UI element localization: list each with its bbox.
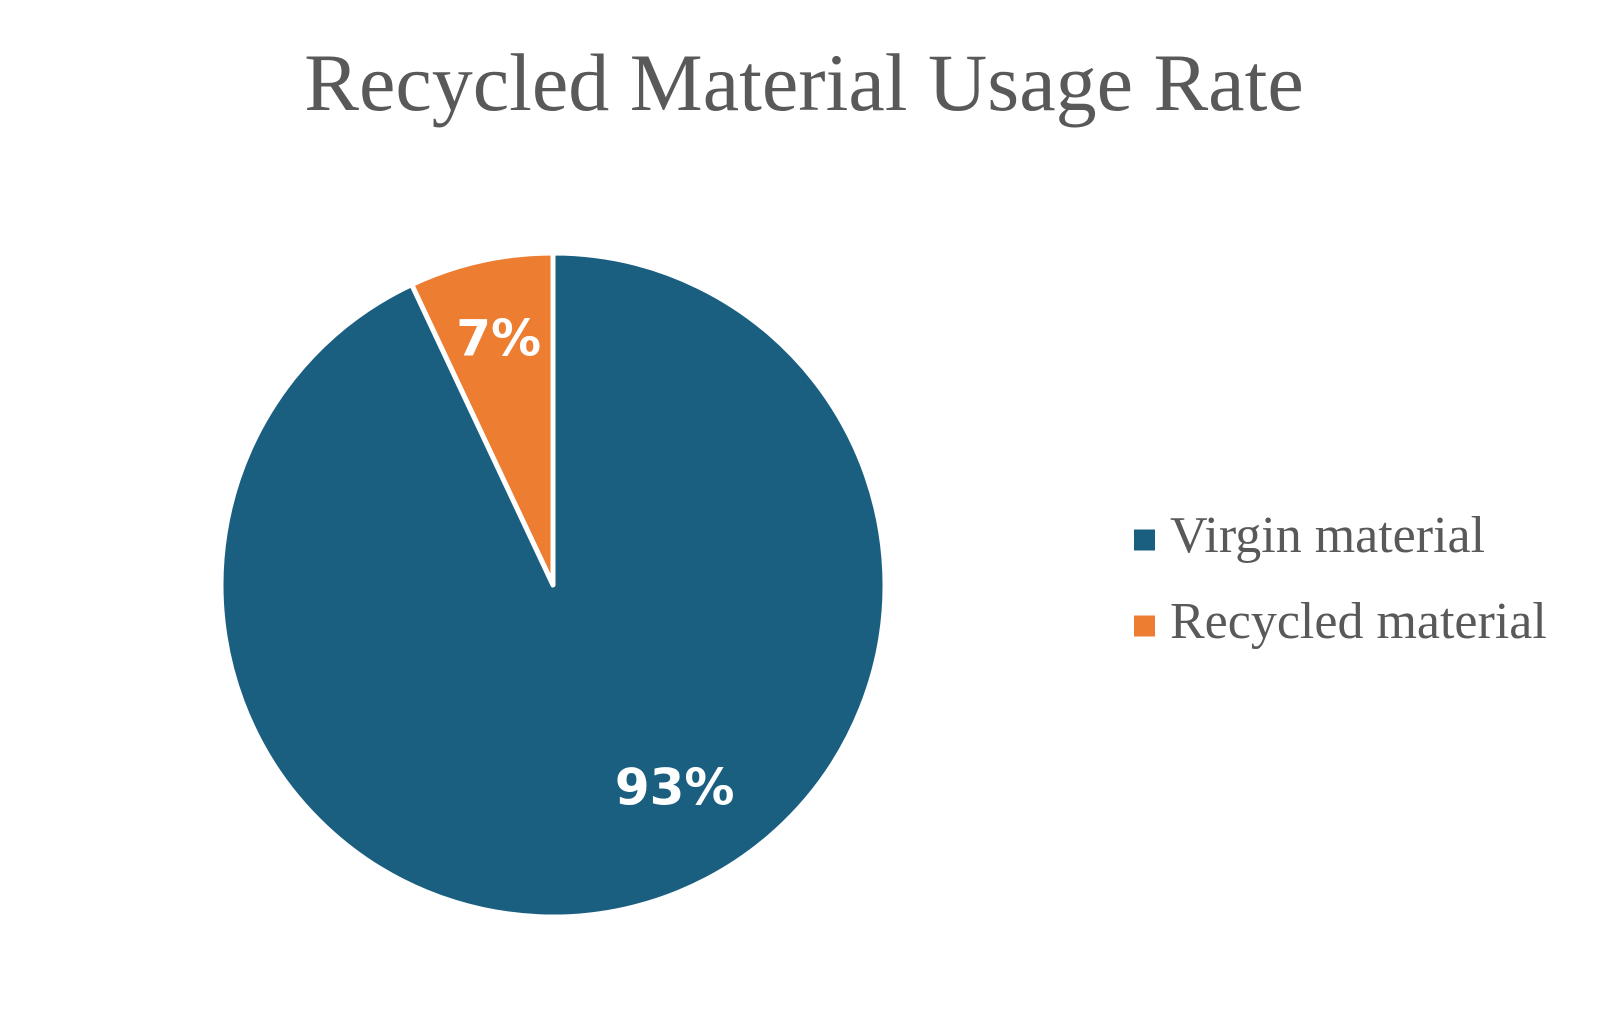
data-label-virgin-material: 93% (615, 758, 735, 816)
chart-title: Recycled Material Usage Rate (304, 37, 1304, 128)
legend-swatch (1134, 615, 1155, 637)
pie-slice-virgin-material (218, 250, 888, 920)
pie-slice-recycled-material (409, 250, 556, 588)
legend-item-virgin-material: Virgin material (1134, 507, 1485, 564)
legend-swatch (1134, 529, 1155, 551)
legend-label: Recycled material (1170, 593, 1547, 650)
pie-slices (218, 250, 888, 920)
pie-slice-labels: 7% 93% (456, 309, 734, 816)
chart-legend: Virgin material Recycled material (1134, 507, 1547, 650)
legend-label: Virgin material (1170, 507, 1485, 564)
legend-item-recycled-material: Recycled material (1134, 593, 1547, 650)
data-label-recycled-material: 7% (456, 309, 541, 367)
